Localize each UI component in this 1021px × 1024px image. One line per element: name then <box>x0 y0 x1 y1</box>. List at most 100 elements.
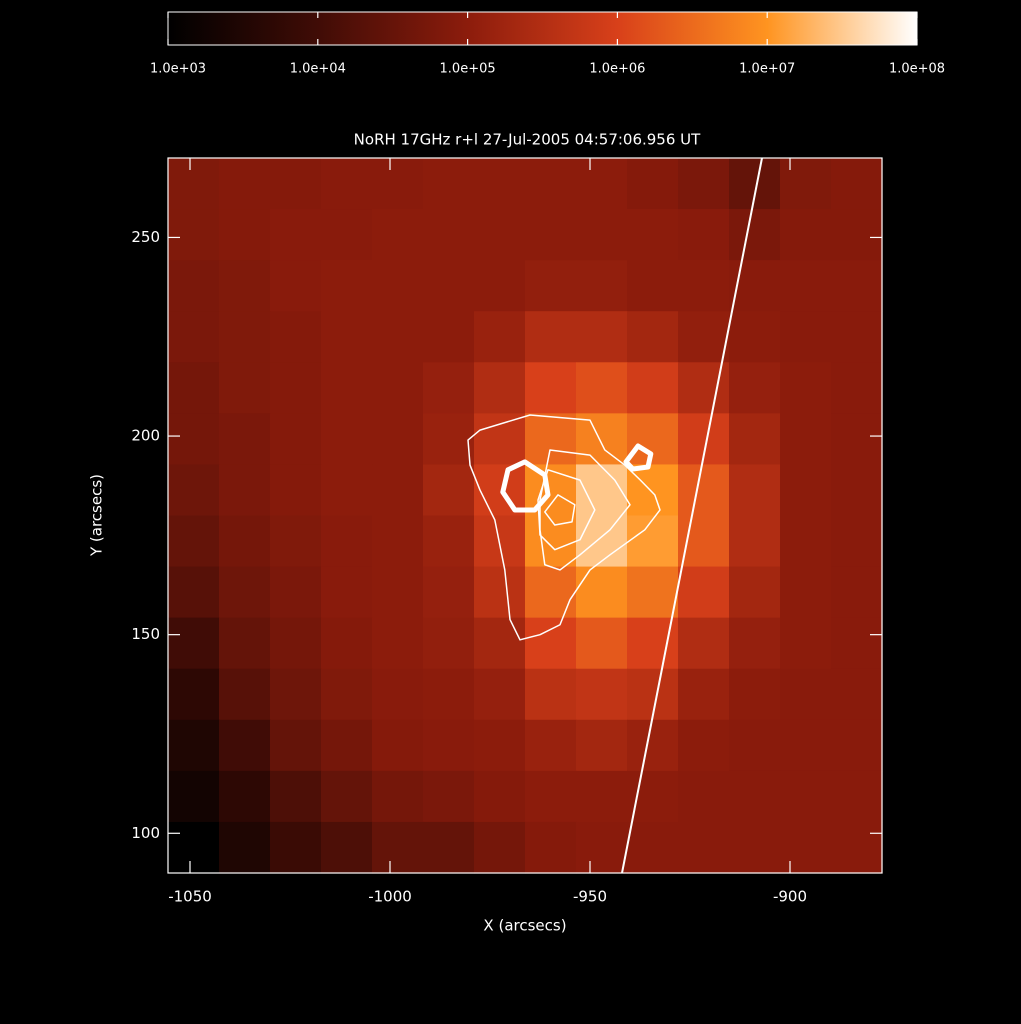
colorbar-tick-label: 1.0e+03 <box>150 62 206 77</box>
heatmap-cell <box>525 209 577 261</box>
heatmap-cell <box>780 566 832 619</box>
heatmap-cell <box>270 158 322 210</box>
x-tick-label: -1050 <box>168 888 212 906</box>
heatmap-cell <box>831 413 883 466</box>
heatmap-cell <box>729 362 781 414</box>
heatmap-cell <box>831 719 883 772</box>
heatmap-cell <box>372 413 424 466</box>
heatmap-cell <box>474 158 526 210</box>
y-tick-label: 200 <box>131 427 160 445</box>
heatmap-cell <box>474 770 526 823</box>
colorbar <box>167 11 918 46</box>
heatmap-cell <box>219 464 271 517</box>
heatmap-cell <box>627 311 679 363</box>
colorbar-tick-label: 1.0e+07 <box>739 62 795 77</box>
heatmap-cell <box>729 770 781 823</box>
heatmap-cell <box>525 311 577 363</box>
heatmap-cell <box>831 770 883 823</box>
heatmap-cell <box>423 464 475 517</box>
heatmap-cell <box>525 668 577 721</box>
heatmap-cell <box>372 668 424 721</box>
heatmap-cell <box>321 770 373 823</box>
heatmap-cell <box>474 566 526 619</box>
heatmap-cell <box>168 668 220 721</box>
heatmap-cell <box>576 260 628 312</box>
heatmap-cell <box>219 719 271 772</box>
heatmap-cell <box>474 668 526 721</box>
heatmap-cell <box>321 617 373 670</box>
heatmap-cell <box>729 158 781 210</box>
heatmap-cell <box>831 668 883 721</box>
heatmap-cell <box>168 362 220 414</box>
y-tick-label: 100 <box>131 824 160 842</box>
solar-limb <box>621 157 763 874</box>
heatmap-cell <box>321 821 373 874</box>
heatmap-cell <box>627 158 679 210</box>
heatmap-cell <box>270 821 322 874</box>
heatmap-cell <box>423 362 475 414</box>
heatmap-cell <box>321 260 373 312</box>
heatmap-cell <box>627 209 679 261</box>
overlay <box>467 157 763 874</box>
heatmap-cell <box>729 566 781 619</box>
heatmap-cell <box>423 770 475 823</box>
heatmap-cell <box>831 821 883 874</box>
heatmap-cell <box>423 209 475 261</box>
heatmap-cell <box>780 209 832 261</box>
heatmap-cell <box>576 617 628 670</box>
heatmap-cell <box>831 158 883 210</box>
heatmap-cell <box>372 311 424 363</box>
heatmap-cell <box>372 821 424 874</box>
heatmap-cell <box>219 311 271 363</box>
heatmap-cell <box>270 770 322 823</box>
heatmap-cell <box>270 566 322 619</box>
x-tick-label: -900 <box>773 888 807 906</box>
heatmap-cell <box>219 260 271 312</box>
heatmap-cell <box>831 362 883 414</box>
colorbar-tick-label: 1.0e+06 <box>589 62 645 77</box>
heatmap-cell <box>219 770 271 823</box>
heatmap-cell <box>678 158 730 210</box>
heatmap-cell <box>219 158 271 210</box>
heatmap-cell <box>372 770 424 823</box>
heatmap-cell <box>729 515 781 568</box>
heatmap-cell <box>576 770 628 823</box>
heatmap-cell <box>678 566 730 619</box>
heatmap-cell <box>678 617 730 670</box>
heatmap-cell <box>576 464 628 517</box>
heatmap-cell <box>168 719 220 772</box>
heatmap-cell <box>321 362 373 414</box>
contour <box>539 449 631 571</box>
heatmap-cell <box>168 617 220 670</box>
heatmap-cell <box>270 515 322 568</box>
heatmap-cell <box>321 311 373 363</box>
heatmap-cell <box>321 464 373 517</box>
heatmap-cell <box>372 260 424 312</box>
heatmap-cell <box>627 362 679 414</box>
heatmap-cell <box>474 362 526 414</box>
heatmap-cell <box>525 566 577 619</box>
heatmap-cell <box>525 158 577 210</box>
heatmap-cell <box>372 158 424 210</box>
heatmap-cell <box>525 515 577 568</box>
heatmap-cell <box>372 209 424 261</box>
heatmap-cell <box>678 668 730 721</box>
heatmap-cell <box>831 464 883 517</box>
heatmap-cell <box>525 260 577 312</box>
heatmap-cell <box>219 362 271 414</box>
y-axis-label: Y (arcsecs) <box>88 474 106 557</box>
heatmap-cell <box>321 209 373 261</box>
heatmap-cell <box>627 719 679 772</box>
x-tick-label: -950 <box>573 888 607 906</box>
heatmap-cell <box>831 566 883 619</box>
x-axis-label: X (arcsecs) <box>483 917 566 935</box>
heatmap-cell <box>729 821 781 874</box>
heatmap-cell <box>219 617 271 670</box>
heatmap-cell <box>525 362 577 414</box>
heatmap-cell <box>372 617 424 670</box>
heatmap-cell <box>474 311 526 363</box>
heatmap-cell <box>423 566 475 619</box>
heatmap-cell <box>168 566 220 619</box>
y-tick-label: 150 <box>131 625 160 643</box>
heatmap-cell <box>270 260 322 312</box>
